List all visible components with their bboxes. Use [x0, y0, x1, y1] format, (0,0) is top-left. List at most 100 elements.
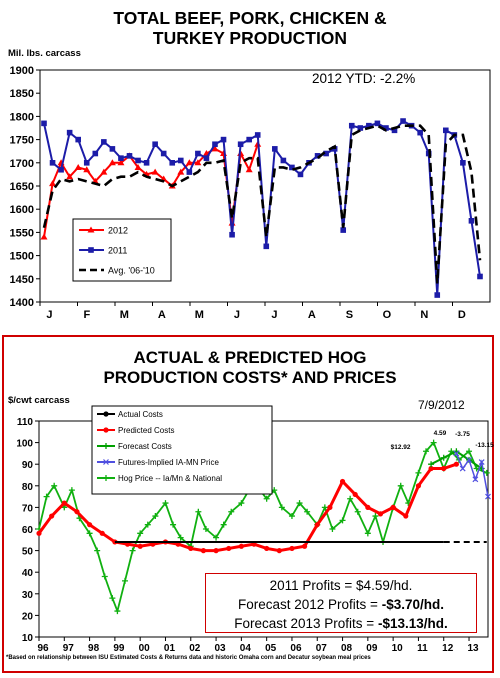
chart2-point	[200, 548, 207, 554]
chart2-series-line	[455, 453, 489, 497]
chart2-legend-marker	[103, 459, 109, 465]
chart2-series-3	[453, 450, 491, 500]
chart1-ytick-label: 1450	[10, 274, 34, 286]
chart2-point	[430, 439, 437, 446]
chart1-xtick-label: J	[271, 309, 277, 321]
chart1-legend-marker	[87, 226, 95, 233]
chart1-point	[254, 132, 261, 138]
chart1-point	[177, 168, 185, 175]
chart2-point	[485, 493, 491, 500]
chart2-footnote: *Based on relationship between ISU Estim…	[6, 655, 371, 661]
chart2-point	[304, 508, 311, 515]
chart2-point	[61, 500, 67, 506]
chart1-xtick-label: S	[346, 309, 353, 321]
chart2-ytick-label: 20	[22, 611, 34, 622]
chart1-ytick-label: 1400	[10, 297, 34, 309]
chart1-legend-marker	[88, 247, 94, 253]
chart1-point	[74, 163, 82, 170]
chart2-point	[264, 545, 270, 552]
chart1-point	[229, 231, 235, 238]
chart1-point	[434, 292, 441, 298]
chart1-ytd-annotation: 2012 YTD: -2.2%	[312, 71, 416, 86]
chart2-point	[101, 573, 108, 580]
chart2-point	[415, 469, 422, 476]
chart2-xtick-label: 06	[290, 643, 302, 654]
chart1-xtick-label: N	[420, 309, 428, 321]
chart2-point	[86, 530, 93, 537]
chart2-point	[238, 543, 244, 549]
chart2-point	[440, 454, 447, 461]
profits-2011: 2011 Profits = $4.59/hd.	[269, 578, 413, 593]
chart1-point	[272, 146, 278, 152]
chart1-legend-label: 2012	[108, 226, 128, 236]
chart1-series-2	[42, 124, 482, 284]
chart2-xtick-label: 01	[164, 643, 176, 654]
chart1-xtick-label: O	[383, 309, 392, 321]
chart2-point	[441, 465, 447, 472]
chart2-point	[86, 522, 93, 528]
chart1-point	[357, 125, 364, 131]
chart2-series-1	[36, 461, 459, 554]
chart2-point	[162, 500, 169, 507]
chart1-point	[186, 169, 193, 175]
chart2-ytick-label: 50	[22, 547, 34, 558]
chart1-point	[160, 150, 167, 157]
chart2-point	[220, 521, 227, 528]
chart2-legend-box	[91, 405, 273, 495]
chart2-legend-marker	[103, 443, 109, 449]
chart2-date: 7/9/2012	[418, 398, 465, 412]
chart1-xtick-label: D	[458, 309, 466, 321]
chart1-point	[417, 129, 423, 136]
profits-2012-value: -$3.70/hd.	[381, 597, 444, 612]
chart1-point	[460, 160, 466, 166]
chart1-point	[374, 120, 381, 127]
chart2-point	[339, 517, 346, 524]
chart1-point	[203, 155, 210, 161]
chart1-ytick-label: 1550	[10, 227, 34, 239]
chart1-point	[195, 150, 201, 157]
chart2-xtick-label: 96	[37, 643, 49, 654]
chart2-data-label: -13.15	[475, 442, 494, 449]
chart1-xtick-label: M	[120, 309, 129, 321]
chart2-xtick-label: 97	[63, 643, 75, 654]
chart2-legend-marker	[103, 427, 109, 433]
chart1-point	[75, 136, 81, 143]
chart2-point	[226, 545, 232, 552]
chart1-point	[109, 146, 116, 152]
chart1-point	[169, 160, 176, 166]
chart1-point	[185, 159, 193, 166]
chart2-point	[478, 459, 485, 465]
chart1-point	[314, 153, 321, 159]
chart2-ytick-label: 10	[22, 633, 34, 644]
chart1-point	[348, 122, 355, 129]
chart2-point	[428, 461, 435, 468]
chart2-point	[483, 469, 490, 476]
chart1-point	[443, 127, 449, 134]
chart2-legend-label: Actual Costs	[118, 410, 163, 419]
chart2-point	[213, 534, 220, 541]
chart1-point	[220, 136, 227, 143]
chart2-xtick-label: 05	[265, 643, 277, 654]
chart1-series-line	[42, 124, 482, 284]
chart1-ytick-label: 1900	[10, 65, 34, 77]
chart1-point	[118, 155, 124, 161]
chart1-xtick-label: F	[84, 309, 91, 321]
chart2-point	[74, 509, 80, 515]
chart2-point	[329, 526, 336, 532]
chart2-legend-label: Predicted Costs	[118, 426, 174, 435]
chart2-point	[339, 478, 346, 485]
chart1-point	[391, 127, 398, 134]
chart2-xtick-label: 98	[88, 643, 100, 654]
chart1-point	[237, 141, 244, 148]
chart1-ytick-label: 1750	[10, 135, 34, 147]
chart2-xtick-label: 04	[240, 643, 252, 654]
chart2-point	[49, 513, 55, 519]
chart2-point	[466, 456, 472, 463]
chart1-ytick-label: 1600	[10, 204, 34, 216]
chart2-point	[114, 608, 121, 615]
chart2-data-label: 4.59	[434, 430, 447, 437]
chart2-point	[137, 543, 143, 549]
chart2-xtick-label: 02	[189, 643, 201, 654]
chart2-point	[94, 547, 101, 554]
chart2-point	[423, 448, 430, 455]
